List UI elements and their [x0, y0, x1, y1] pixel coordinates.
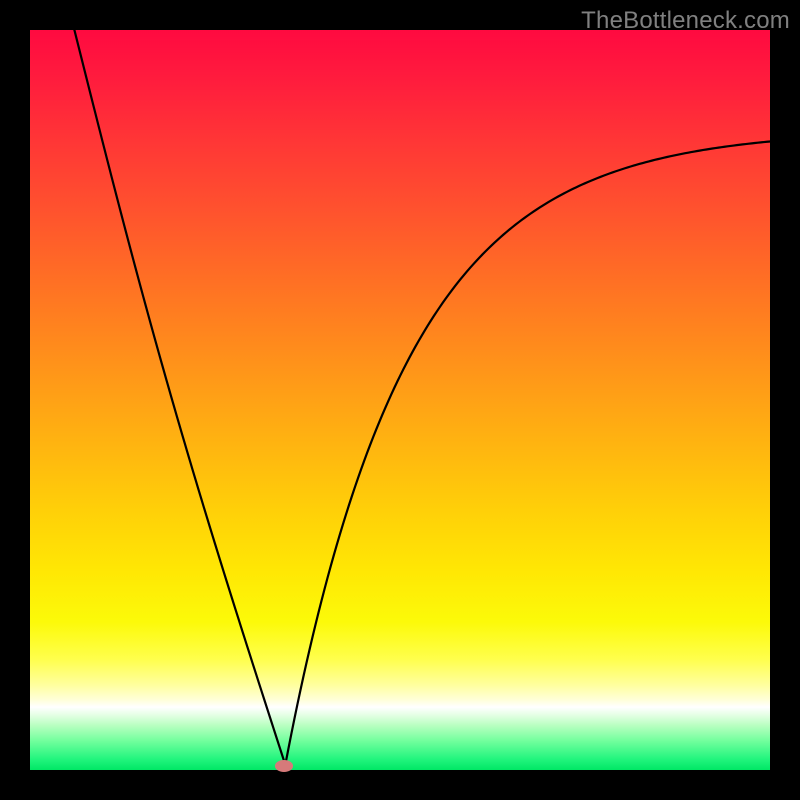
chart-root: TheBottleneck.com — [0, 0, 800, 800]
optimum-point-marker — [275, 760, 293, 772]
watermark-label: TheBottleneck.com — [581, 7, 790, 35]
bottleneck-curve — [0, 0, 800, 800]
